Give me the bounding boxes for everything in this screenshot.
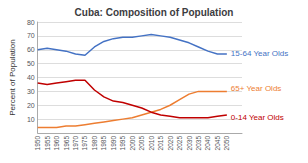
svg-text:2035: 2035: [195, 136, 202, 151]
svg-text:2050: 2050: [223, 136, 230, 151]
svg-text:1975: 1975: [81, 136, 88, 151]
svg-text:60: 60: [27, 46, 35, 53]
svg-text:Cuba: Composition of Populatio: Cuba: Composition of Population: [75, 7, 234, 18]
svg-text:1985: 1985: [100, 136, 107, 151]
svg-text:1950: 1950: [34, 136, 41, 151]
svg-text:2005: 2005: [138, 136, 145, 151]
svg-text:15-64 Year Olds: 15-64 Year Olds: [231, 49, 288, 58]
svg-text:1990: 1990: [110, 136, 117, 151]
svg-text:20: 20: [27, 102, 35, 109]
svg-text:80: 80: [27, 19, 35, 26]
svg-text:2045: 2045: [214, 136, 221, 151]
svg-text:0-14 Year Olds: 0-14 Year Olds: [231, 113, 284, 122]
svg-text:1960: 1960: [53, 136, 60, 151]
svg-text:1965: 1965: [63, 136, 70, 151]
svg-text:1980: 1980: [91, 136, 98, 151]
svg-text:2025: 2025: [176, 136, 183, 151]
svg-text:2020: 2020: [167, 136, 174, 151]
svg-text:40: 40: [27, 74, 35, 81]
svg-text:2015: 2015: [157, 136, 164, 151]
svg-text:2030: 2030: [186, 136, 193, 151]
svg-text:1970: 1970: [72, 136, 79, 151]
svg-text:50: 50: [27, 60, 35, 67]
svg-text:10: 10: [27, 116, 35, 123]
svg-text:30: 30: [27, 88, 35, 95]
svg-text:1955: 1955: [44, 136, 51, 151]
svg-text:2040: 2040: [204, 136, 211, 151]
svg-text:70: 70: [27, 32, 35, 39]
svg-text:Percent of Population: Percent of Population: [8, 39, 17, 116]
svg-text:1995: 1995: [119, 136, 126, 151]
svg-text:2010: 2010: [148, 136, 155, 151]
svg-text:65+ Year Olds: 65+ Year Olds: [231, 84, 281, 93]
svg-text:2000: 2000: [129, 136, 136, 151]
